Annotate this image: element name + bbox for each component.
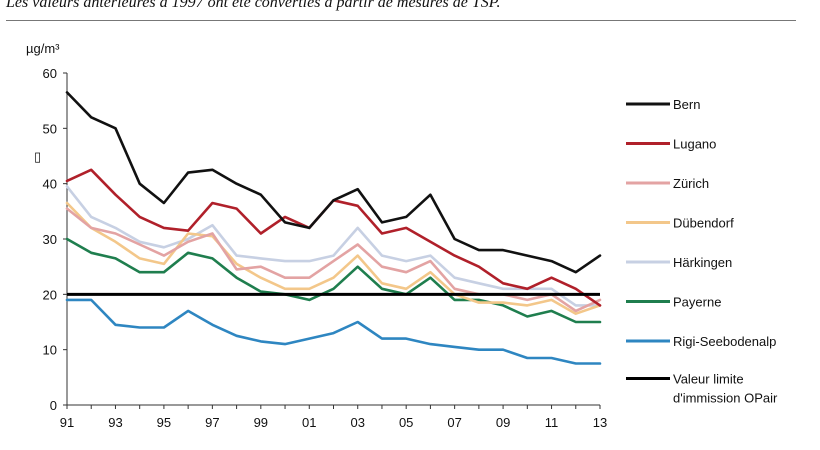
y-axis-unit-label: µg/m³ [26, 41, 60, 56]
y-tick-label: 30 [43, 232, 57, 247]
y-tick-label: 50 [43, 121, 57, 136]
x-tick-label: 01 [302, 415, 316, 430]
chart-axes: µg/m³ 0 10 20 30 40 50 60 ▯ 91 93 95 97 99 01 03 05 07 09 1… [26, 41, 607, 430]
series-line-d-bendorf [65, 201, 602, 316]
legend: Bern Lugano Zürich Dübendorf Härkingen Payern… [626, 97, 778, 406]
series-line-bern [65, 91, 602, 274]
legend-label-d-bendorf: Dübendorf [673, 216, 734, 231]
x-tick-label: 99 [254, 415, 268, 430]
y-tick-label: 0 [50, 398, 57, 413]
x-tick-label: 13 [593, 415, 607, 430]
x-tick-label: 07 [447, 415, 461, 430]
series-line-z-rich [65, 207, 602, 313]
legend-label-bern: Bern [673, 97, 700, 112]
legend-label-limit-line2: d'immission OPair [673, 391, 778, 406]
stray-mark: ▯ [34, 149, 41, 164]
chart-caption: Les valeurs antérieures à 1997 ont été c… [6, 0, 501, 11]
legend-label-lugano: Lugano [673, 137, 716, 152]
legend-label-rigi-seebodenalp: Rigi-Seebodenalp [673, 334, 776, 349]
x-tick-label: 05 [399, 415, 413, 430]
x-tick-label: 03 [350, 415, 364, 430]
x-tick-label: 93 [108, 415, 122, 430]
caption-divider [6, 20, 796, 21]
y-tick-label: 40 [43, 177, 57, 192]
y-tick-label: 60 [43, 66, 57, 81]
x-tick-label: 09 [496, 415, 510, 430]
x-tick-label: 97 [205, 415, 219, 430]
y-tick-label: 10 [43, 343, 57, 358]
series-lines [65, 91, 602, 365]
x-tick-label: 95 [157, 415, 171, 430]
series-line-h-rkingen [65, 185, 602, 307]
legend-label-limit-line1: Valeur limite [673, 372, 744, 387]
legend-label-z-rich: Zürich [673, 176, 709, 191]
legend-label-h-rkingen: Härkingen [673, 255, 732, 270]
legend-label-payerne: Payerne [673, 295, 721, 310]
y-tick-label: 20 [43, 287, 57, 302]
series-line-payerne [65, 237, 602, 324]
series-line-rigi-seebodenalp [65, 298, 602, 365]
x-tick-label: 91 [60, 415, 74, 430]
x-tick-label: 11 [545, 415, 559, 430]
